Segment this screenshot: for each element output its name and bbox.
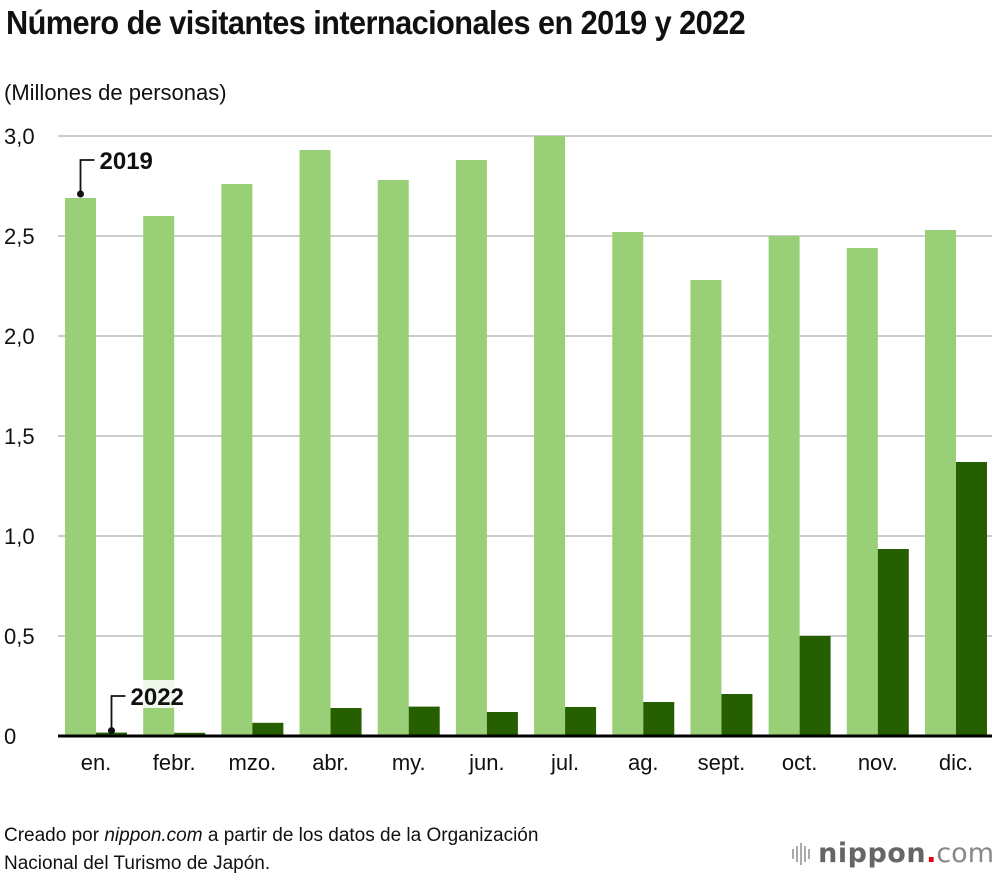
annotation-label-2019: 2019: [100, 148, 153, 175]
y-tick-label: 3,0: [4, 124, 35, 149]
x-tick-label: ag.: [628, 750, 659, 775]
y-tick-label: 1,0: [4, 524, 35, 549]
chart-title: Número de visitantes internacionales en …: [6, 4, 746, 41]
x-tick-label: oct.: [782, 750, 817, 775]
bar-2019: [690, 280, 722, 736]
bar-2022: [96, 732, 127, 736]
x-tick-label: jun.: [468, 750, 504, 775]
source-line2: Nacional del Turismo de Japón.: [4, 853, 271, 874]
bar-2019: [612, 232, 644, 736]
bar-2019: [377, 180, 409, 736]
bar-2022: [643, 702, 675, 736]
source-note: Creado por nippon.com a partir de los da…: [4, 822, 538, 878]
bar-2019: [455, 160, 487, 736]
bar-2022: [565, 707, 597, 736]
bar-2019: [221, 184, 253, 736]
x-tick-label: febr.: [153, 750, 196, 775]
bar-2022: [408, 706, 440, 736]
bar-2022: [486, 712, 518, 736]
x-tick-label: en.: [81, 750, 112, 775]
nippon-logo: nippon. com: [792, 838, 994, 869]
bar-2019: [65, 198, 96, 736]
logo-tld: com: [936, 838, 994, 869]
logo-dot: .: [926, 838, 937, 869]
source-site: nippon.com: [104, 825, 203, 846]
bar-2022: [955, 462, 987, 736]
annotation-bg: [129, 680, 194, 708]
bar-2019: [924, 230, 956, 736]
x-tick-label: dic.: [939, 750, 973, 775]
bar-2019: [768, 236, 800, 736]
logo-name: nippon: [818, 838, 927, 869]
x-tick-label: sept.: [698, 750, 746, 775]
y-tick-label: 0,5: [4, 624, 35, 649]
bar-2022: [799, 636, 831, 736]
bar-2019: [534, 136, 566, 736]
source-prefix: Creado por: [4, 825, 105, 846]
bar-2019: [846, 248, 878, 736]
bar-2019: [143, 216, 175, 736]
annotation-leader: [110, 695, 126, 731]
x-tick-label: mzo.: [229, 750, 277, 775]
x-tick-label: my.: [392, 750, 426, 775]
annotation-label-2022: 2022: [131, 684, 184, 711]
x-tick-label: jul.: [550, 750, 579, 775]
y-tick-label: 1,5: [4, 424, 35, 449]
y-tick-label: 2,5: [4, 224, 35, 249]
y-tick-label: 2,0: [4, 324, 35, 349]
y-axis-unit-label: (Millones de personas): [4, 80, 227, 105]
sound-wave-icon: [792, 842, 811, 865]
bar-2022: [721, 694, 753, 736]
bar-2022: [252, 722, 284, 736]
source-suffix: a partir de los datos de la Organización: [202, 825, 539, 846]
bar-2022: [174, 732, 206, 736]
bar-2022: [877, 549, 909, 736]
x-tick-label: abr.: [312, 750, 349, 775]
bar-2019: [299, 150, 331, 736]
y-tick-label: 0: [4, 724, 16, 749]
annotation-leader: [79, 159, 95, 194]
x-tick-label: nov.: [858, 750, 898, 775]
bar-2022: [330, 708, 362, 736]
